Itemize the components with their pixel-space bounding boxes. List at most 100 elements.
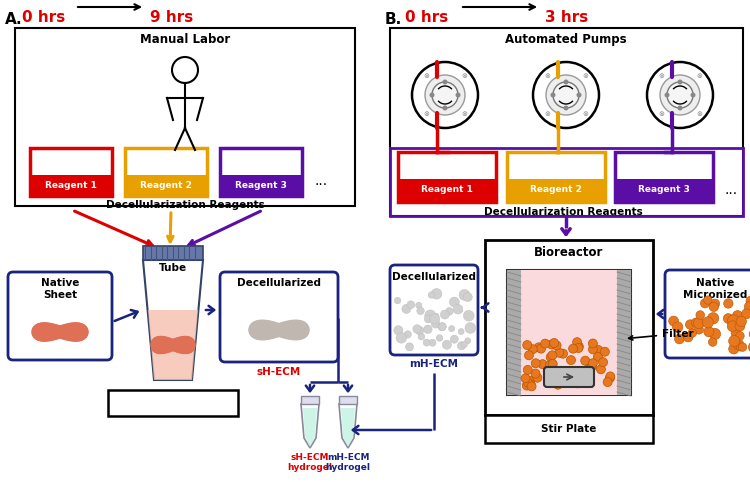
Circle shape	[735, 321, 745, 331]
Text: Reagent 3: Reagent 3	[235, 181, 287, 190]
Circle shape	[433, 313, 439, 320]
Circle shape	[723, 314, 734, 323]
Circle shape	[594, 346, 603, 354]
Circle shape	[546, 353, 555, 362]
Text: ...: ...	[315, 174, 328, 188]
Bar	[617, 270, 631, 395]
Circle shape	[394, 297, 400, 304]
Circle shape	[588, 339, 597, 348]
Circle shape	[748, 307, 750, 317]
Circle shape	[465, 322, 476, 334]
Circle shape	[694, 318, 704, 329]
Circle shape	[448, 325, 454, 332]
Circle shape	[577, 93, 581, 97]
Circle shape	[588, 359, 597, 368]
Circle shape	[404, 331, 411, 338]
Text: Automated Pumps: Automated Pumps	[506, 33, 627, 46]
Circle shape	[546, 75, 586, 115]
Circle shape	[710, 328, 721, 339]
Text: Tube: Tube	[159, 263, 187, 273]
Text: Manual Labor: Manual Labor	[140, 33, 230, 46]
Bar	[220, 148, 302, 196]
Circle shape	[538, 360, 547, 369]
Circle shape	[674, 334, 684, 344]
Text: Filter: Filter	[628, 329, 694, 340]
Circle shape	[736, 332, 744, 340]
Circle shape	[683, 332, 693, 342]
Circle shape	[464, 293, 472, 302]
Circle shape	[677, 80, 682, 84]
Circle shape	[580, 356, 590, 365]
Circle shape	[449, 297, 459, 307]
Circle shape	[563, 80, 568, 84]
Text: ⊗: ⊗	[582, 73, 588, 79]
Circle shape	[704, 327, 714, 337]
Circle shape	[543, 367, 552, 375]
Bar	[615, 152, 713, 202]
Circle shape	[574, 369, 583, 378]
Text: Native
Sheet: Native Sheet	[40, 278, 80, 300]
Circle shape	[417, 307, 424, 315]
Bar	[485, 240, 653, 415]
Circle shape	[736, 343, 744, 351]
Bar	[615, 179, 713, 202]
Circle shape	[728, 315, 740, 326]
Circle shape	[431, 320, 439, 328]
Text: A.: A.	[5, 12, 22, 27]
Circle shape	[583, 370, 592, 379]
Circle shape	[691, 93, 695, 97]
Bar	[220, 175, 302, 196]
Circle shape	[424, 315, 432, 323]
Text: ⊗: ⊗	[696, 73, 702, 79]
Text: Bioreactor: Bioreactor	[534, 246, 604, 259]
Circle shape	[526, 376, 535, 385]
Circle shape	[442, 340, 452, 349]
Circle shape	[603, 377, 612, 387]
Circle shape	[424, 310, 436, 321]
Text: sH-ECM: sH-ECM	[256, 367, 301, 377]
Bar	[15, 28, 355, 206]
Circle shape	[526, 380, 536, 389]
Circle shape	[453, 305, 463, 314]
Circle shape	[585, 363, 594, 373]
Circle shape	[688, 329, 697, 337]
Circle shape	[406, 301, 415, 309]
Circle shape	[729, 344, 739, 354]
FancyBboxPatch shape	[544, 367, 594, 387]
Circle shape	[465, 338, 471, 344]
Circle shape	[692, 318, 701, 327]
Bar	[30, 148, 112, 196]
Bar	[507, 270, 631, 395]
Circle shape	[673, 322, 683, 332]
FancyBboxPatch shape	[220, 272, 338, 362]
Bar	[507, 270, 521, 395]
Text: ⊗: ⊗	[658, 111, 664, 117]
Circle shape	[418, 333, 424, 340]
Circle shape	[429, 314, 439, 324]
Circle shape	[696, 311, 704, 320]
Text: Stir Plate: Stir Plate	[542, 424, 597, 434]
Circle shape	[552, 341, 561, 350]
Bar	[143, 246, 203, 260]
FancyBboxPatch shape	[8, 272, 112, 360]
Circle shape	[709, 338, 717, 347]
Circle shape	[585, 365, 594, 375]
Circle shape	[459, 290, 470, 300]
Circle shape	[461, 342, 467, 348]
FancyBboxPatch shape	[665, 270, 750, 358]
Circle shape	[455, 93, 460, 97]
Circle shape	[574, 342, 584, 351]
Circle shape	[527, 382, 536, 391]
Circle shape	[667, 82, 693, 108]
Polygon shape	[339, 404, 357, 448]
Circle shape	[593, 352, 602, 362]
Circle shape	[464, 310, 474, 321]
Circle shape	[446, 308, 453, 315]
Text: Decellularized: Decellularized	[237, 278, 321, 288]
Circle shape	[394, 326, 403, 335]
Polygon shape	[303, 408, 317, 447]
Circle shape	[430, 93, 434, 97]
Circle shape	[589, 345, 598, 354]
Circle shape	[534, 343, 543, 352]
Circle shape	[524, 378, 532, 387]
